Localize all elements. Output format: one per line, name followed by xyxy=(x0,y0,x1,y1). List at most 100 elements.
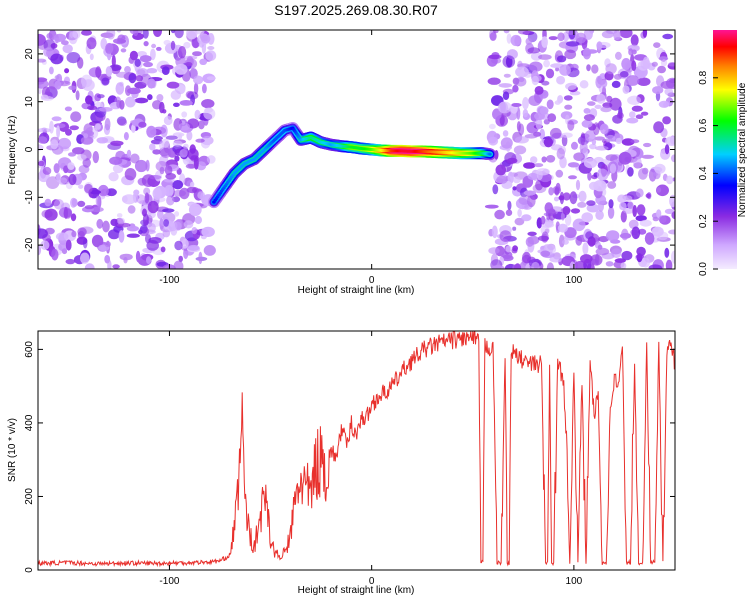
noise-blob xyxy=(605,154,618,162)
noise-blob xyxy=(153,135,163,141)
noise-blob xyxy=(587,101,596,106)
noise-blob xyxy=(207,46,215,50)
noise-blob xyxy=(587,171,592,181)
noise-blob xyxy=(95,123,101,130)
noise-blob xyxy=(512,84,519,93)
noise-blob xyxy=(159,166,165,175)
noise-blob xyxy=(537,235,550,242)
noise-blob xyxy=(147,200,159,214)
noise-blob xyxy=(514,263,522,269)
noise-blob xyxy=(165,135,178,140)
noise-blob xyxy=(181,111,188,118)
noise-blob xyxy=(166,195,175,206)
noise-blob xyxy=(77,154,87,161)
noise-blob xyxy=(522,97,529,110)
spectrogram-x-label: Height of straight line (km) xyxy=(298,285,415,296)
noise-blob xyxy=(80,252,90,264)
noise-blob xyxy=(565,41,580,47)
noise-blob xyxy=(613,73,622,80)
noise-blob xyxy=(78,184,84,189)
noise-blob xyxy=(61,40,69,46)
noise-blob xyxy=(130,153,140,164)
noise-blob xyxy=(51,248,59,261)
noise-blob xyxy=(95,195,100,207)
noise-blob xyxy=(583,108,591,114)
noise-blob xyxy=(620,210,627,223)
noise-blob xyxy=(187,118,200,129)
noise-blob xyxy=(586,203,600,213)
noise-blob xyxy=(65,239,72,251)
noise-blob xyxy=(42,166,52,175)
noise-blob xyxy=(580,132,586,146)
noise-blob xyxy=(82,238,88,249)
noise-blob xyxy=(525,236,534,247)
noise-blob xyxy=(174,211,180,217)
noise-blob xyxy=(129,50,138,61)
noise-blob xyxy=(640,59,651,70)
noise-blob xyxy=(126,149,132,158)
noise-blob xyxy=(142,213,149,226)
noise-blob xyxy=(139,224,148,234)
snr-x-ticks: -100 0 100 xyxy=(159,331,583,587)
noise-blob xyxy=(557,95,564,104)
noise-blob xyxy=(564,213,572,226)
noise-blob xyxy=(662,116,671,125)
noise-blob xyxy=(656,209,662,219)
noise-blob xyxy=(205,50,217,61)
noise-blob xyxy=(195,138,205,143)
noise-blob xyxy=(518,30,529,35)
noise-blob xyxy=(543,137,554,148)
spectrogram-y-tick-label: -20 xyxy=(24,237,35,252)
spectrogram-x-tick-label: 0 xyxy=(369,275,375,286)
noise-blob xyxy=(179,187,190,200)
noise-blob xyxy=(162,229,171,238)
noise-blob xyxy=(541,36,548,48)
noise-blob xyxy=(192,51,202,57)
noise-blob xyxy=(203,245,216,256)
noise-blob xyxy=(83,133,89,139)
noise-blob xyxy=(90,206,104,213)
noise-blob xyxy=(111,55,116,68)
noise-blob xyxy=(206,76,216,81)
noise-blob xyxy=(40,94,49,100)
noise-blob xyxy=(539,106,549,115)
noise-blob xyxy=(77,200,86,207)
noise-blob xyxy=(515,76,527,87)
noise-blob xyxy=(54,75,60,80)
noise-blob xyxy=(619,202,627,211)
noise-blob xyxy=(142,30,149,39)
noise-blob xyxy=(44,198,52,207)
noise-blob xyxy=(69,30,74,39)
noise-blob xyxy=(53,199,64,210)
noise-blob xyxy=(104,118,111,131)
noise-blob xyxy=(568,175,577,180)
noise-blob xyxy=(143,61,153,68)
noise-blob xyxy=(595,145,609,151)
spectrogram-y-ticks: -20 -10 0 10 20 xyxy=(24,48,675,252)
colorbar-tick-label: 0.6 xyxy=(698,118,709,132)
noise-blob xyxy=(41,127,47,133)
noise-blob xyxy=(523,190,537,196)
noise-blob xyxy=(190,181,195,187)
noise-blob xyxy=(146,68,158,74)
noise-blob xyxy=(516,121,521,132)
noise-blob xyxy=(96,137,109,144)
noise-blob xyxy=(191,227,198,235)
noise-blob xyxy=(531,261,540,269)
noise-blob xyxy=(56,125,61,139)
noise-blob xyxy=(671,250,675,264)
noise-blob xyxy=(487,77,501,85)
noise-blob xyxy=(525,37,533,46)
noise-blob xyxy=(506,33,512,44)
noise-blob xyxy=(607,181,617,189)
noise-blob xyxy=(126,225,139,232)
noise-blob xyxy=(512,186,517,191)
noise-blob xyxy=(578,190,587,203)
noise-blob xyxy=(527,231,537,236)
snr-y-tick-label: 400 xyxy=(24,414,35,431)
noise-blob xyxy=(656,187,662,193)
noise-blob xyxy=(564,104,573,110)
noise-blob xyxy=(495,164,507,176)
noise-blob xyxy=(626,117,639,124)
noise-blob xyxy=(583,114,596,121)
